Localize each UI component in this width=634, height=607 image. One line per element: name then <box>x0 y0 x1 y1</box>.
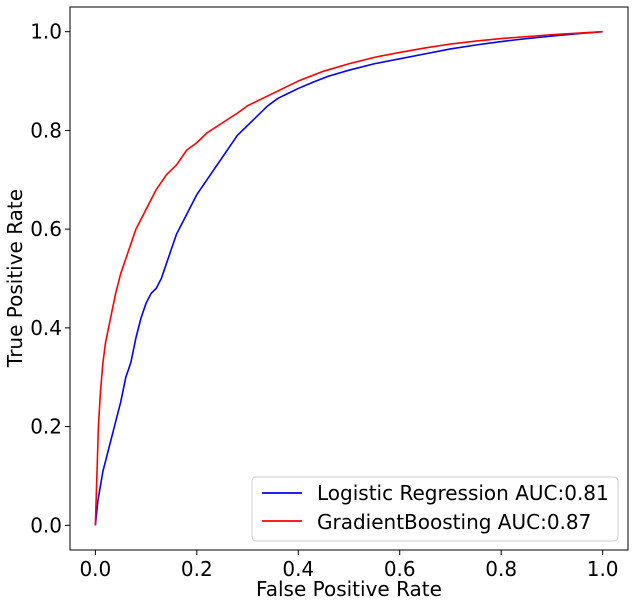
x-axis-title: False Positive Rate <box>256 577 442 601</box>
series-layer <box>94 30 603 526</box>
y-axis-title: True Positive Rate <box>3 189 27 368</box>
x-tick-label: 0.8 <box>485 557 517 581</box>
plot-frame <box>69 6 629 551</box>
x-tick-label: 0.6 <box>384 557 416 581</box>
legend-label-logistic: Logistic Regression AUC:0.81 <box>317 481 609 505</box>
y-tick-label: 0.4 <box>30 316 62 340</box>
y-tick-label: 0.8 <box>30 118 62 142</box>
y-tick-label: 1.0 <box>30 20 62 44</box>
x-tick-label: 0.4 <box>282 557 314 581</box>
y-tick-label: 0.2 <box>30 415 62 439</box>
y-tick-label: 0.6 <box>30 217 62 241</box>
x-tick-label: 0.2 <box>181 557 213 581</box>
x-tick-label: 1.0 <box>587 557 619 581</box>
x-axis-ticks: 0.0 0.2 0.4 0.6 0.8 1.0 <box>79 550 619 581</box>
y-tick-label: 0.0 <box>30 513 62 537</box>
legend-label-gradientboosting: GradientBoosting AUC:0.87 <box>317 510 591 534</box>
y-axis-ticks: 0.0 0.2 0.4 0.6 0.8 1.0 <box>30 20 70 537</box>
series-line-0 <box>94 30 603 526</box>
series-line-1 <box>94 30 603 526</box>
legend-box <box>251 476 619 542</box>
x-tick-label: 0.0 <box>79 557 111 581</box>
legend: Logistic Regression AUC:0.81 GradientBoo… <box>251 476 619 542</box>
